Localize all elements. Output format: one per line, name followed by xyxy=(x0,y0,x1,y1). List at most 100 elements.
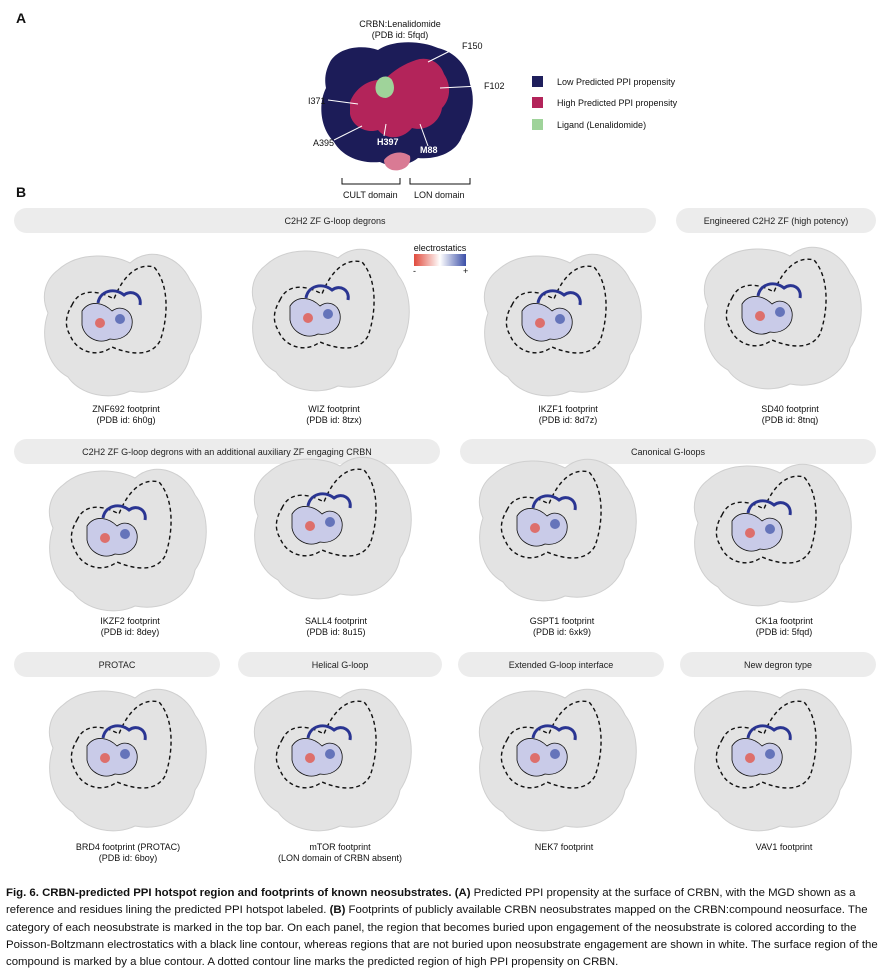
caption-b-text: Footprints of publicly available CRBN ne… xyxy=(6,904,878,969)
footprint-surface-wiz xyxy=(251,248,410,392)
panel-a-letter: A xyxy=(16,10,27,26)
footprint-caption-znf692: ZNF692 footprint (PDB id: 6h0g) xyxy=(36,404,216,426)
neosubstrate-footprint xyxy=(516,738,568,777)
footprint-caption-gspt1: GSPT1 footprint (PDB id: 6xk9) xyxy=(472,616,652,638)
electrostatics-label: electrostatics xyxy=(413,243,467,253)
positive-patch xyxy=(550,519,560,529)
compound-blue-contour xyxy=(531,494,577,511)
panel-a-legend: Low Predicted PPI propensity High Predic… xyxy=(532,76,732,136)
negative-patch xyxy=(530,753,540,763)
category-new-degron-label: New degron type xyxy=(743,659,813,670)
compound-blue-contour xyxy=(96,289,142,306)
residue-m88: M88 xyxy=(420,145,438,155)
category-engineered-label: Engineered C2H2 ZF (high potency) xyxy=(703,215,849,226)
footprint-caption-ck1a: CK1a footprint (PDB id: 5fqd) xyxy=(694,616,874,638)
footprint-pdb: (PDB id: 8u15) xyxy=(306,627,366,637)
footprint-name: IKZF2 footprint xyxy=(100,616,160,626)
category-zf-gloop: C2H2 ZF G-loop degrons xyxy=(14,208,656,233)
footprint-caption-nek7: NEK7 footprint xyxy=(474,842,654,853)
legend-low-swatch xyxy=(532,76,543,87)
category-extended: Extended G-loop interface xyxy=(458,652,664,677)
footprint-surface-ikzf2 xyxy=(48,468,207,612)
category-canonical-label: Canonical G-loops xyxy=(630,446,706,457)
panel-a-title: CRBN:Lenalidomide (PDB id: 5fqd) xyxy=(340,19,460,41)
footprint-surface-vav1 xyxy=(693,688,852,832)
legend-low: Low Predicted PPI propensity xyxy=(532,76,675,87)
footprint-surface-sall4 xyxy=(253,456,412,600)
footprint-surface-mtor xyxy=(253,688,412,832)
category-canonical: Canonical G-loops xyxy=(460,439,876,464)
positive-patch xyxy=(115,314,125,324)
compound-blue-contour xyxy=(306,724,352,741)
footprint-name: BRD4 footprint (PROTAC) xyxy=(75,842,181,852)
footprint-caption-brd4: BRD4 footprint (PROTAC) (PDB id: 6boy) xyxy=(38,842,218,864)
footprint-pdb: (PDB id: 8d7z) xyxy=(538,415,598,425)
neosubstrate-footprint xyxy=(81,303,133,342)
category-protac: PROTAC xyxy=(14,652,220,677)
negative-patch xyxy=(95,318,105,328)
positive-patch xyxy=(555,314,565,324)
footprint-pdb: (PDB id: 6xk9) xyxy=(532,627,592,637)
electrostatics-plus: + xyxy=(463,266,469,276)
footprint-caption-sall4: SALL4 footprint (PDB id: 8u15) xyxy=(246,616,426,638)
footprint-name: VAV1 footprint xyxy=(755,842,813,852)
footprint-surface-gspt1 xyxy=(478,458,637,602)
positive-patch xyxy=(775,307,785,317)
negative-patch xyxy=(100,753,110,763)
category-new-degron: New degron type xyxy=(680,652,876,677)
legend-ligand: Ligand (Lenalidomide) xyxy=(532,119,646,130)
neosubstrate-footprint xyxy=(731,513,783,552)
negative-patch xyxy=(745,528,755,538)
negative-patch xyxy=(535,318,545,328)
caption-a-text: Predicted PPI propensity at the surface … xyxy=(6,887,856,917)
neosubstrate-footprint xyxy=(291,506,343,545)
positive-patch xyxy=(325,517,335,527)
compound-blue-contour xyxy=(756,282,802,299)
footprint-name: GSPT1 footprint xyxy=(529,616,595,626)
residue-a395: A395 xyxy=(313,138,335,148)
footprint-caption-vav1: VAV1 footprint xyxy=(694,842,874,853)
footprint-name: SALL4 footprint xyxy=(304,616,368,626)
footprint-surface-nek7 xyxy=(478,688,637,832)
footprint-surface-sd40 xyxy=(703,246,862,390)
residue-f150: F150 xyxy=(462,41,483,51)
positive-patch xyxy=(550,749,560,759)
legend-high-label: High Predicted PPI propensity xyxy=(557,97,678,108)
positive-patch xyxy=(765,524,775,534)
crbn-high-propensity-surface xyxy=(350,58,450,138)
footprint-pdb: (PDB id: 6h0g) xyxy=(96,415,156,425)
footprint-surface-brd4 xyxy=(48,688,207,832)
negative-patch xyxy=(530,523,540,533)
footprint-name: IKZF1 footprint xyxy=(538,404,598,414)
figure-caption: Fig. 6. CRBN-predicted PPI hotspot regio… xyxy=(6,885,884,971)
category-helical: Helical G-loop xyxy=(238,652,442,677)
legend-high-swatch xyxy=(532,97,543,108)
residue-i371: I371 xyxy=(308,96,326,106)
compound-blue-contour xyxy=(536,289,582,306)
crbn-lower-pink-patch xyxy=(384,152,411,171)
footprint-pdb: (PDB id: 6boy) xyxy=(98,853,158,863)
footprint-name: mTOR footprint xyxy=(309,842,371,852)
footprint-name: NEK7 footprint xyxy=(534,842,594,852)
neosubstrate-footprint xyxy=(731,738,783,777)
footprint-pdb: (LON domain of CRBN absent) xyxy=(277,853,403,863)
footprint-name: SD40 footprint xyxy=(761,404,819,414)
category-helical-label: Helical G-loop xyxy=(311,659,369,670)
footprint-caption-wiz: WIZ footprint (PDB id: 8tzx) xyxy=(244,404,424,426)
negative-patch xyxy=(303,313,313,323)
footprint-surface-ikzf1 xyxy=(483,253,642,397)
positive-patch xyxy=(323,309,333,319)
category-zf-gloop-label: C2H2 ZF G-loop degrons xyxy=(284,215,386,226)
compound-blue-contour xyxy=(304,284,350,301)
footprint-pdb: (PDB id: 8tzx) xyxy=(306,415,362,425)
cult-domain-label: CULT domain xyxy=(343,190,398,200)
panel-a-title-line2: (PDB id: 5fqd) xyxy=(371,30,429,40)
caption-b-label: (B) xyxy=(329,904,346,917)
arrow-m88 xyxy=(419,123,429,147)
negative-patch xyxy=(305,521,315,531)
footprint-pdb: (PDB id: 8tnq) xyxy=(761,415,819,425)
footprint-caption-mtor: mTOR footprint (LON domain of CRBN absen… xyxy=(250,842,430,864)
footprint-caption-ikzf2: IKZF2 footprint (PDB id: 8dey) xyxy=(40,616,220,638)
footprint-surface-ck1a xyxy=(693,463,852,607)
electrostatics-colorbar xyxy=(414,254,466,266)
